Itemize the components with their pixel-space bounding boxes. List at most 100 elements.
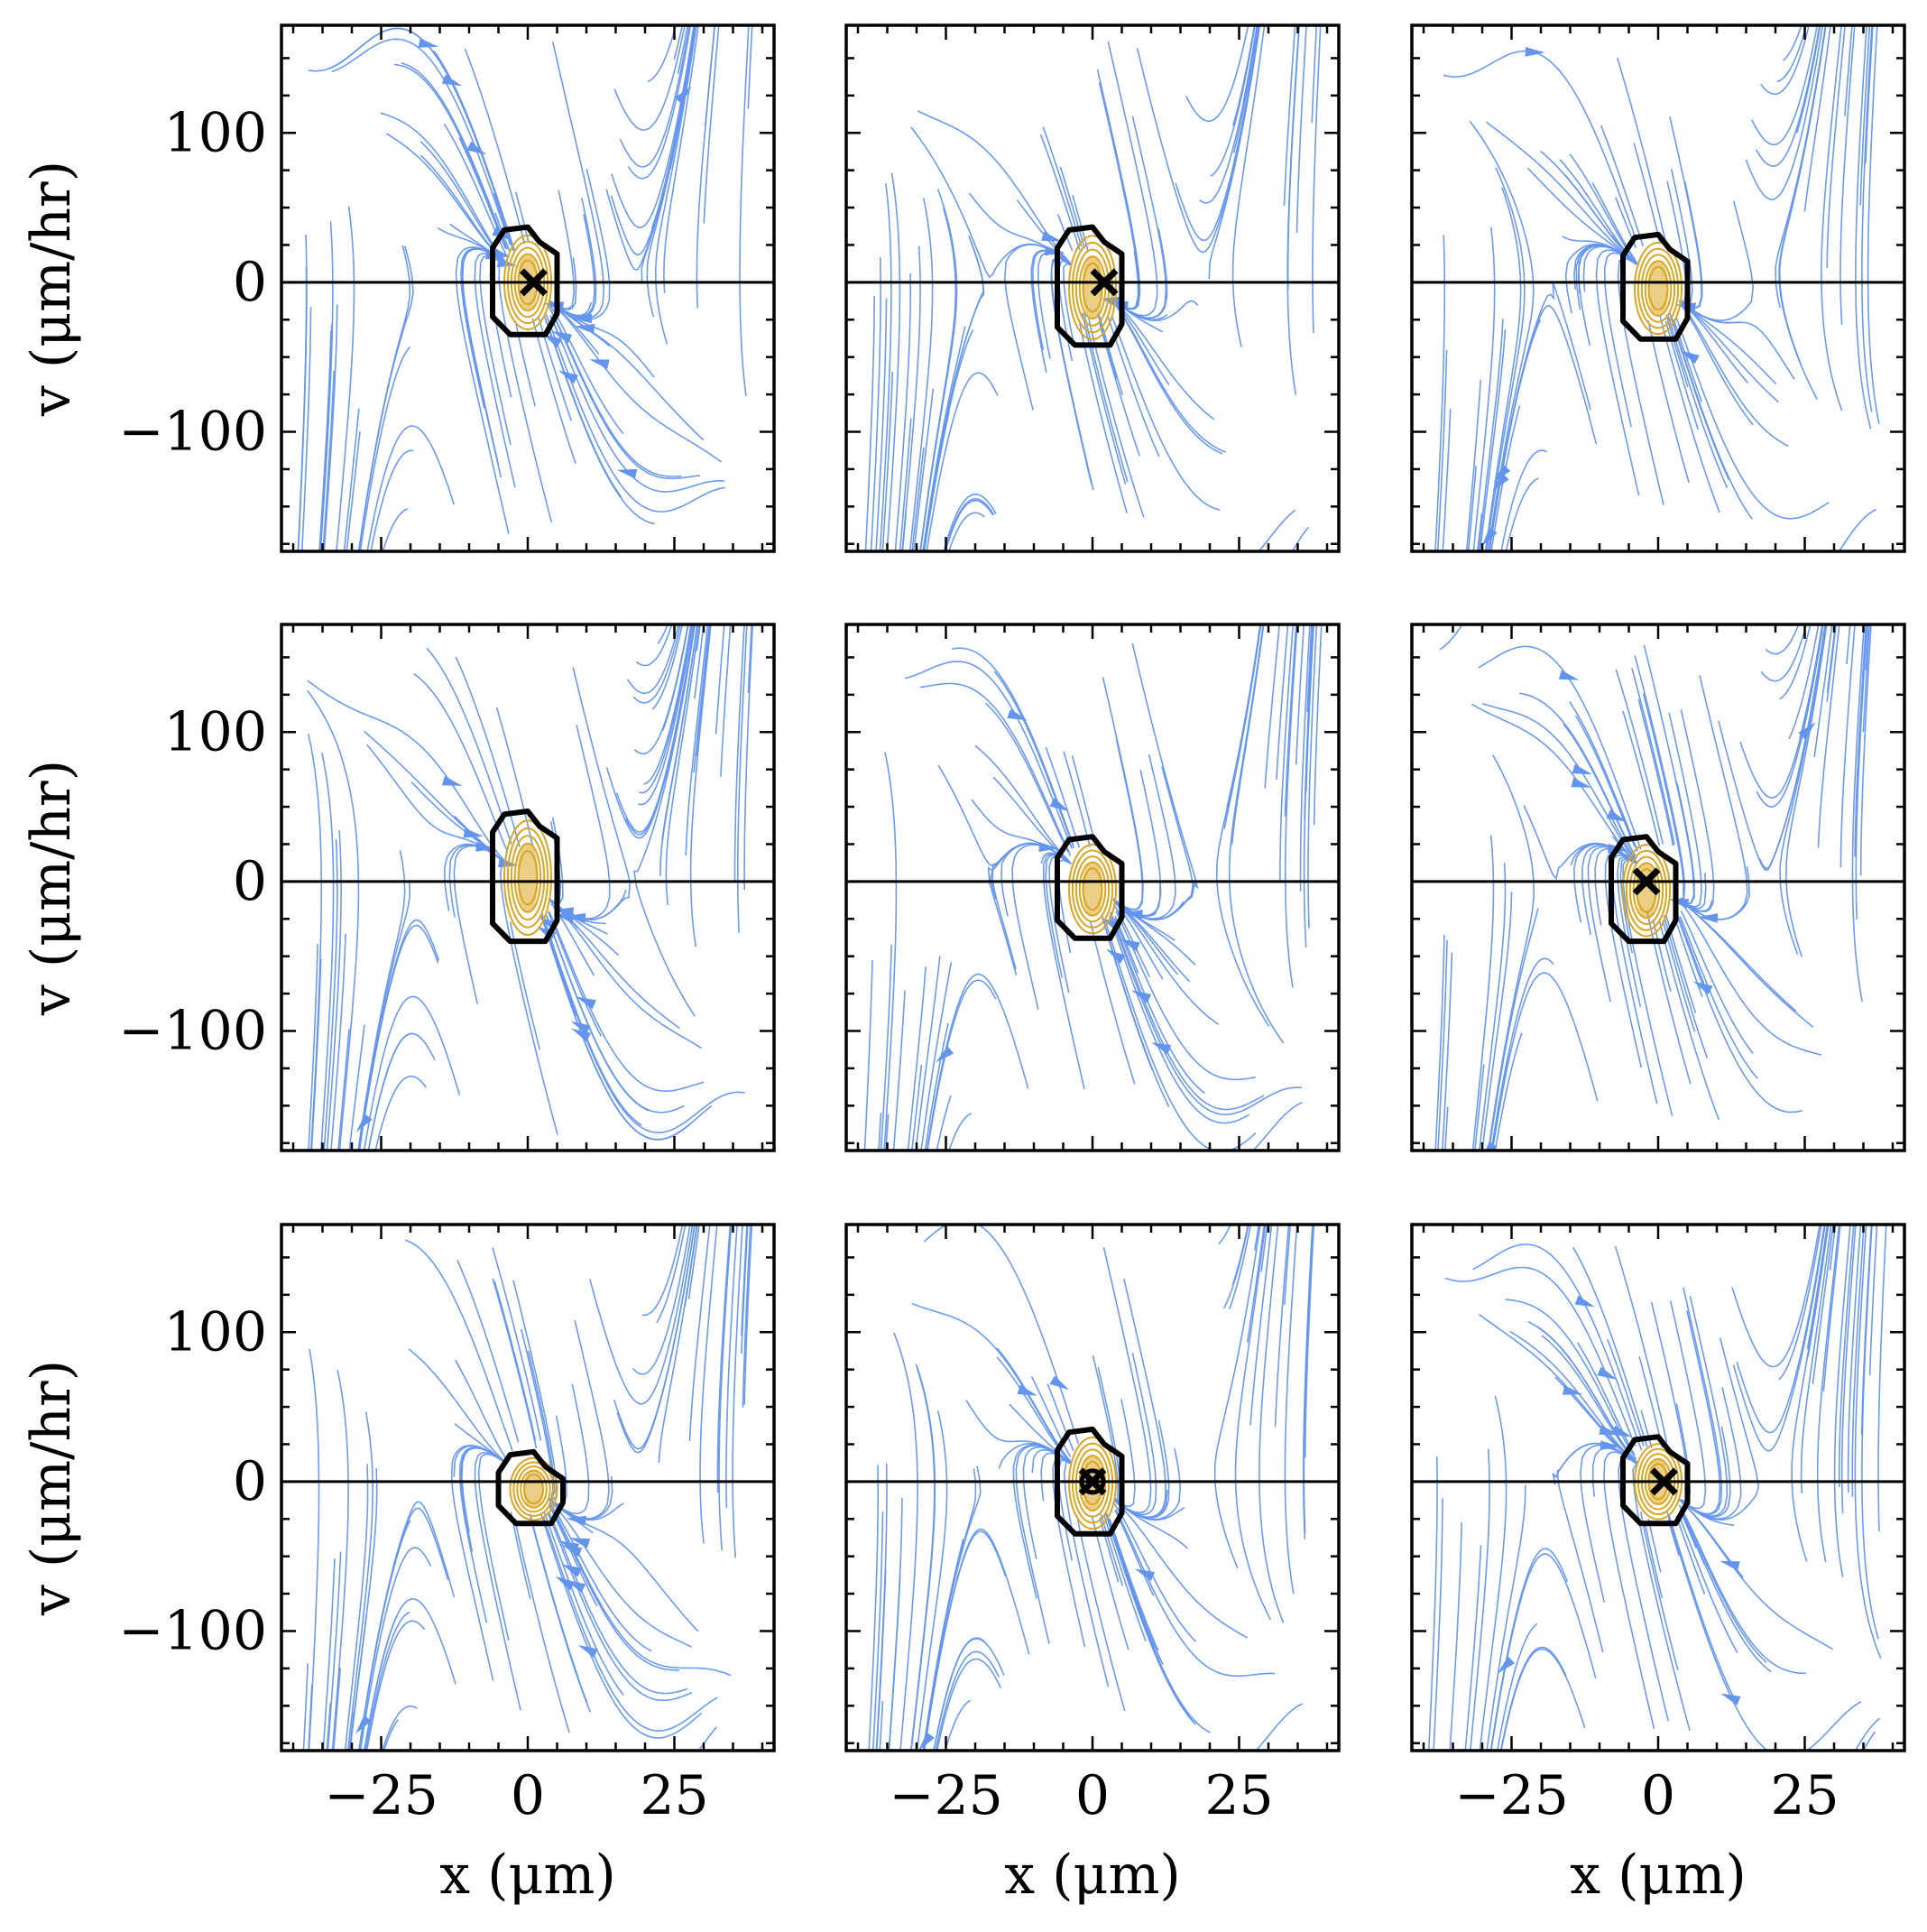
- streamline: [1231, 25, 1266, 347]
- attractor-contour: [1055, 224, 1125, 348]
- streamline: [1291, 526, 1309, 551]
- plot-area: [1412, 25, 1904, 551]
- streamline: [327, 1551, 342, 1751]
- density-contour: [1628, 855, 1664, 925]
- streamline: [543, 315, 655, 525]
- panel-2-1: −25 0 25 x (μm): [844, 1223, 1341, 1907]
- streamline: [1490, 405, 1521, 551]
- density-contour: [1068, 843, 1117, 935]
- streamline: [1829, 1225, 1837, 1271]
- density-core: [1647, 260, 1669, 317]
- streamline: [657, 624, 668, 645]
- streamline: [1526, 167, 1637, 264]
- streamline: [1751, 25, 1819, 146]
- streamline: [549, 900, 703, 1049]
- streamline: [493, 192, 514, 252]
- streamline: [1779, 624, 1827, 955]
- streamline: [1443, 50, 1637, 239]
- streamline: [1783, 25, 1803, 61]
- attractor-contour: [490, 809, 560, 945]
- streamline: [1572, 1246, 1648, 1447]
- streamline: [1078, 319, 1128, 513]
- streamline: [894, 273, 912, 551]
- streamline: [1680, 910, 1754, 1054]
- streamline: [632, 1225, 691, 1375]
- streamline: [548, 911, 603, 1037]
- streamline: [1669, 1300, 1707, 1510]
- streamline-arrow: [1798, 722, 1816, 740]
- streamline: [656, 1225, 687, 1324]
- streamline: [515, 191, 530, 243]
- streamline: [1309, 624, 1313, 660]
- streamline-arrow: [441, 74, 463, 87]
- ticks: [1412, 1225, 1904, 1751]
- streamline: [1760, 624, 1808, 682]
- streamline: [1732, 1225, 1826, 1452]
- streamline: [910, 1363, 936, 1751]
- streamline: [1218, 1225, 1231, 1244]
- streamline: [1052, 1456, 1086, 1648]
- streamline: [743, 624, 754, 891]
- streamline: [888, 1497, 903, 1751]
- streamline: [885, 1114, 890, 1151]
- streamline: [337, 1029, 350, 1151]
- streamline: [318, 330, 332, 551]
- streamline: [1091, 1515, 1129, 1650]
- streamline: [1739, 624, 1824, 799]
- streamline: [697, 1726, 717, 1751]
- streamline: [1647, 320, 1690, 484]
- x-tick-label: −25: [324, 1764, 438, 1827]
- density-contour: [516, 1465, 551, 1513]
- streamline: [1071, 755, 1096, 846]
- streamline: [1223, 624, 1262, 829]
- streamline: [1575, 715, 1636, 847]
- streamline: [1489, 1548, 1569, 1751]
- streamline: [543, 1511, 624, 1696]
- streamline: [1800, 1225, 1832, 1493]
- streamline-arrow: [1574, 1295, 1595, 1308]
- streamline: [1644, 1522, 1664, 1598]
- streamline: [543, 918, 642, 1126]
- streamline: [374, 1075, 427, 1151]
- streamline: [450, 1444, 508, 1681]
- streamline: [1631, 668, 1675, 846]
- streamline: [1854, 624, 1867, 857]
- streamline: [1614, 1245, 1668, 1444]
- streamline: [917, 110, 1070, 263]
- streamline: [1222, 1225, 1249, 1309]
- streamline-arrow: [355, 1114, 373, 1132]
- streamline: [1731, 1225, 1821, 1368]
- streamline: [1755, 25, 1821, 167]
- streamline: [1718, 624, 1827, 872]
- streamline: [1433, 1498, 1443, 1751]
- plot-area: [281, 25, 774, 551]
- streamline-arrow: [561, 1564, 582, 1577]
- streamline: [1486, 1484, 1526, 1751]
- streamline: [923, 1528, 1030, 1751]
- streamline: [1519, 692, 1637, 859]
- streamline-arrow: [558, 370, 579, 384]
- panel-1-1: [844, 623, 1341, 1152]
- streamline: [613, 1225, 696, 1450]
- y-tick-label: 100: [163, 101, 267, 164]
- streamline: [1089, 920, 1136, 1085]
- streamline: [322, 1558, 336, 1751]
- streamline: [1736, 1225, 1826, 1434]
- streamline: [871, 1511, 884, 1751]
- density-core: [1082, 862, 1103, 917]
- streamline: [1102, 1247, 1152, 1514]
- streamline: [643, 624, 692, 785]
- streamline-arrow: [1049, 798, 1070, 812]
- streamline: [455, 246, 510, 534]
- streamline: [699, 1225, 718, 1544]
- streamline: [641, 25, 696, 284]
- streamline: [1108, 915, 1250, 1124]
- streamline: [1663, 914, 1709, 1058]
- density-contour: [1634, 241, 1683, 336]
- streamline: [863, 959, 873, 1151]
- streamline: [718, 1225, 733, 1551]
- streamline: [323, 838, 338, 1151]
- streamline: [1114, 1500, 1248, 1639]
- streamline: [1478, 645, 1642, 850]
- streamline: [1860, 1225, 1873, 1435]
